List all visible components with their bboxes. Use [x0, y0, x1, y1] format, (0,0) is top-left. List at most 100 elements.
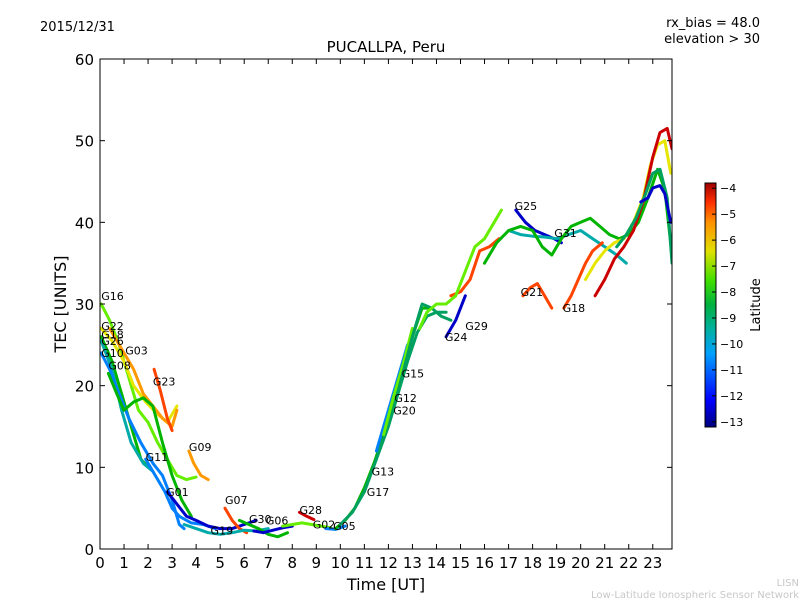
series-label: G10 [101, 347, 124, 360]
x-tick-label: 14 [427, 554, 446, 572]
x-tick-label: 5 [215, 554, 225, 572]
x-tick-label: 21 [595, 554, 614, 572]
colorbar-tick-label: −6 [720, 234, 736, 247]
series-line [187, 449, 210, 482]
series-line [100, 339, 155, 473]
x-tick-label: 17 [499, 554, 518, 572]
x-tick-label: 11 [355, 554, 374, 572]
x-tick-label: 8 [287, 554, 297, 572]
x-tick-label: 4 [191, 554, 201, 572]
series-line [391, 302, 453, 412]
colorbar-tick-label: −10 [720, 338, 743, 351]
series-label: G08 [108, 359, 131, 372]
series-line [298, 510, 316, 522]
x-tick-label: 22 [619, 554, 638, 572]
series-label: G03 [125, 345, 148, 358]
series-label: G17 [367, 486, 390, 499]
series-label: G02 [313, 519, 336, 532]
series-label: G20 [393, 404, 416, 417]
y-tick-label: 30 [75, 296, 94, 314]
series-line [639, 184, 672, 224]
series-line [252, 524, 294, 535]
footer-org-long: Low-Latitude Ionospheric Sensor Network [591, 590, 799, 600]
x-tick-label: 2 [143, 554, 153, 572]
footer-org-short: LISN [777, 578, 799, 589]
colorbar-tick-label: −7 [720, 260, 736, 273]
x-tick-label: 7 [263, 554, 273, 572]
x-tick-label: 10 [331, 554, 350, 572]
series-label: G28 [299, 504, 322, 517]
series-label: G31 [554, 227, 577, 240]
x-tick-label: 15 [451, 554, 470, 572]
y-tick-label: 50 [75, 133, 94, 151]
x-tick-label: 19 [547, 554, 566, 572]
series-label: G05 [333, 520, 356, 533]
series-label: G18 [563, 302, 586, 315]
series-line [152, 367, 174, 433]
x-tick-label: 18 [523, 554, 542, 572]
colorbar-tick-label: −5 [720, 208, 736, 221]
colorbar-label: Latitude [749, 278, 764, 332]
series-label: G23 [153, 376, 176, 389]
colorbar-tick-label: −8 [720, 286, 736, 299]
colorbar-tick-label: −12 [720, 390, 743, 403]
y-tick-label: 40 [75, 214, 94, 232]
series-label: G24 [445, 331, 468, 344]
series-line [338, 310, 448, 526]
series-label: G16 [101, 290, 124, 303]
series-label: G21 [521, 286, 544, 299]
series-label: G06 [266, 515, 289, 528]
colorbar-ticks: −4 −5 −6 −7 −8 −9 −10 −11 −12 −13 [712, 182, 743, 429]
x-tick-label: 20 [571, 554, 590, 572]
colorbar-tick-label: −4 [720, 182, 736, 195]
x-tick-label: 13 [403, 554, 422, 572]
series-line [382, 327, 414, 437]
series-label: G11 [146, 451, 169, 464]
x-tick-label: 16 [475, 554, 494, 572]
x-axis: 0 1 2 3 4 5 6 7 8 9 10 11 12 13 14 15 16 17 18 19 20 21 22 23 [95, 59, 662, 572]
x-tick-label: 1 [119, 554, 129, 572]
colorbar-tick-label: −9 [720, 312, 736, 325]
x-tick-label: 9 [312, 554, 322, 572]
y-tick-label: 60 [75, 51, 94, 69]
series-label: G01 [166, 486, 189, 499]
rx-bias-label: rx_bias = 48.0 [666, 16, 760, 31]
series-line [593, 126, 672, 298]
colorbar [704, 182, 717, 428]
series-line [615, 167, 672, 265]
series-line [449, 237, 501, 298]
x-tick-label: 6 [239, 554, 249, 572]
y-axis: 0 10 20 30 40 50 60 [75, 51, 672, 559]
series-line [584, 139, 672, 281]
series-label: G09 [189, 441, 212, 454]
y-tick-label: 0 [84, 541, 94, 559]
series-label: G19 [211, 524, 234, 537]
series-labels: G16G22G18G26G03G10G08G23G09G11G01G07G19G… [101, 200, 585, 537]
series-line [521, 282, 554, 310]
series-label: G15 [402, 368, 425, 381]
date-label: 2015/12/31 [40, 20, 115, 35]
x-tick-label: 23 [643, 554, 662, 572]
chart-title: PUCALLPA, Peru [327, 38, 446, 56]
x-tick-label: 0 [95, 554, 105, 572]
series-label: G13 [372, 466, 395, 479]
series-line [507, 229, 628, 265]
series-label: G25 [515, 200, 538, 213]
series-line [418, 208, 503, 330]
x-tick-label: 3 [167, 554, 177, 572]
series-line [444, 294, 467, 339]
series-line [562, 241, 604, 310]
series-label: G07 [225, 494, 248, 507]
series-line [281, 521, 333, 530]
series-line [165, 490, 258, 531]
series-label: G18 [101, 328, 124, 341]
series-line [483, 167, 672, 265]
series-line [106, 371, 193, 518]
x-tick-label: 12 [379, 554, 398, 572]
elevation-label: elevation > 30 [664, 32, 760, 47]
y-tick-label: 10 [75, 459, 94, 477]
series-label: G30 [249, 513, 272, 526]
x-axis-label: Time [UT] [346, 575, 425, 594]
series-label: G12 [394, 392, 417, 405]
